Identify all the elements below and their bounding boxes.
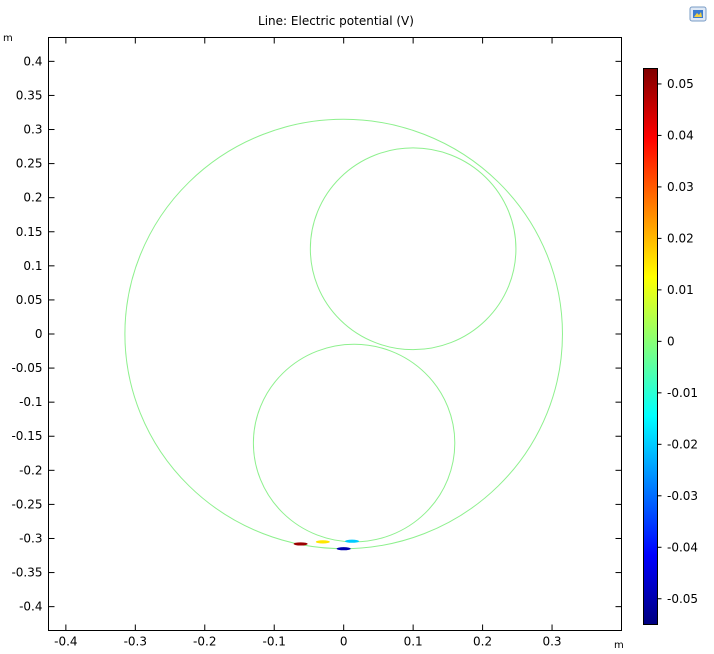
potential-circle-2 — [309, 147, 517, 351]
potential-hotspot — [336, 547, 351, 551]
y-tick-label: -0.15 — [11, 429, 42, 443]
y-tick-label: -0.1 — [19, 395, 42, 409]
y-tick-label: 0.05 — [16, 293, 43, 307]
y-tick-label: 0 — [35, 327, 43, 341]
y-tick-label: 0.1 — [23, 259, 42, 273]
y-tick-label: 0.15 — [16, 225, 43, 239]
x-tick-label: -0.4 — [54, 635, 77, 649]
colorbar-tick-label: 0.05 — [667, 77, 694, 91]
colorbar-axis: 0.05 0.04 0.03 0.02 0.01 0 -0.01 -0.02 -0.03 -0.0… — [657, 77, 698, 606]
x-axis-unit: m — [614, 640, 624, 651]
y-tick-label: -0.05 — [11, 361, 42, 375]
colorbar-tick-label: -0.02 — [667, 437, 698, 451]
x-tick-label: 0.2 — [473, 635, 492, 649]
colorbar-tick-label: -0.04 — [667, 540, 698, 554]
potential-hotspot — [293, 542, 308, 546]
potential-circle-1 — [124, 118, 563, 550]
y-tick-label: 0.35 — [16, 88, 43, 102]
colorbar-tick-label: 0 — [667, 334, 675, 348]
y-tick-label: -0.35 — [11, 566, 42, 580]
y-axis-unit: m — [3, 33, 13, 44]
x-tick-label: 0 — [340, 635, 348, 649]
colorbar-tick-label: 0.02 — [667, 231, 694, 245]
y-tick-label: 0.25 — [16, 157, 43, 171]
potential-hotspot — [345, 539, 360, 543]
colorbar-tick-label: -0.05 — [667, 592, 698, 606]
y-tick-label: 0.2 — [23, 191, 42, 205]
colorbar-tick-label: 0.01 — [667, 283, 694, 297]
x-tick-label: -0.3 — [124, 635, 147, 649]
potential-hotspots — [293, 539, 360, 551]
y-tick-label: 0.3 — [23, 123, 42, 137]
image-export-icon[interactable] — [689, 6, 707, 22]
x-axis: -0.4 -0.3 -0.2 -0.1 0 0.1 0.2 0.3 — [54, 37, 562, 649]
x-tick-label: -0.2 — [193, 635, 216, 649]
potential-hotspot — [315, 540, 330, 544]
y-tick-label: -0.4 — [19, 600, 42, 614]
y-axis: 0.4 0.35 0.3 0.25 0.2 0.15 0.1 0.05 0 -0.05 -0.1 -0… — [11, 54, 622, 614]
colorbar-tick-label: -0.03 — [667, 489, 698, 503]
colorbar-tick-label: 0.03 — [667, 180, 694, 194]
plot-frame — [48, 37, 622, 631]
chart-title: Line: Electric potential (V) — [258, 14, 414, 28]
x-tick-label: 0.3 — [542, 635, 561, 649]
colorbar-tick-label: 0.04 — [667, 128, 694, 142]
y-tick-label: -0.3 — [19, 531, 42, 545]
potential-lines — [124, 118, 563, 550]
x-tick-label: -0.1 — [263, 635, 286, 649]
y-tick-label: 0.4 — [23, 54, 42, 68]
colorbar — [643, 68, 658, 625]
colorbar-tick-label: -0.01 — [667, 386, 698, 400]
y-tick-label: -0.2 — [19, 463, 42, 477]
potential-circle-3 — [252, 343, 456, 543]
y-tick-label: -0.25 — [11, 497, 42, 511]
x-tick-label: 0.1 — [404, 635, 423, 649]
